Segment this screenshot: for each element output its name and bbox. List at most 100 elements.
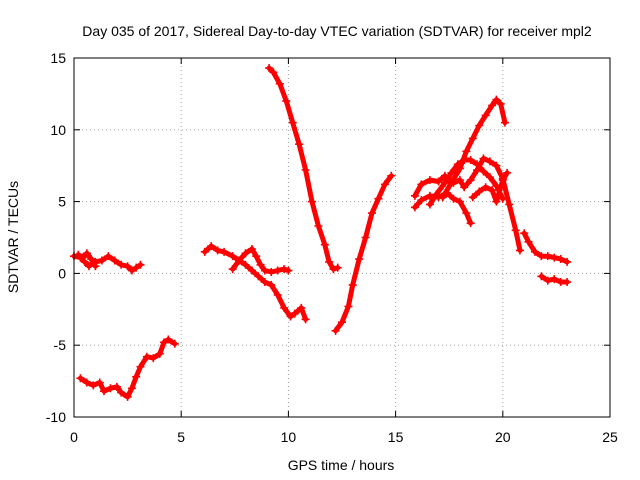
y-tick-label: 15 [50, 50, 66, 66]
x-tick-label: 20 [495, 429, 511, 445]
data-point [136, 260, 145, 269]
data-point [269, 68, 278, 77]
data-point [473, 160, 482, 169]
x-tick-label: 10 [281, 429, 297, 445]
data-point [511, 226, 520, 235]
data-point [432, 190, 441, 199]
data-point [132, 372, 141, 381]
data-point [284, 266, 293, 275]
grid [74, 58, 610, 417]
series-arc-12 [468, 168, 512, 206]
series-arc-5 [228, 244, 293, 276]
data-point [355, 255, 364, 264]
data-point [481, 111, 490, 120]
series-line [333, 173, 394, 334]
series-arc-3 [76, 335, 179, 401]
data-point [260, 266, 269, 275]
data-point [520, 229, 529, 238]
data-point [485, 157, 494, 166]
data-point [481, 183, 490, 192]
data-point [425, 176, 434, 185]
data-point [106, 384, 115, 393]
data-point [530, 247, 539, 256]
data-point [170, 339, 179, 348]
data-point [267, 280, 276, 289]
data-point [475, 121, 484, 130]
data-point [455, 164, 464, 173]
data-point [155, 349, 164, 358]
data-point [374, 194, 383, 203]
data-point [275, 79, 284, 88]
data-point [492, 161, 501, 170]
data-point [301, 315, 310, 324]
data-point [112, 382, 121, 391]
data-point [132, 263, 141, 272]
data-point [485, 173, 494, 182]
data-point [117, 388, 126, 397]
y-tick-label: 10 [50, 122, 66, 138]
data-point [498, 176, 507, 185]
data-point [488, 186, 497, 195]
data-point [468, 134, 477, 143]
data-point [100, 387, 109, 396]
data-point [488, 101, 497, 110]
y-axis-label: SDTVAR / TECUs [5, 181, 21, 293]
data-point [136, 362, 145, 371]
data-point [361, 233, 370, 242]
data-point [563, 278, 572, 287]
data-point [247, 266, 256, 275]
data-point [288, 118, 297, 127]
data-point [455, 176, 464, 185]
data-point [76, 374, 85, 383]
data-point [479, 167, 488, 176]
data-point [503, 168, 512, 177]
data-point [455, 197, 464, 206]
data-point [256, 260, 265, 269]
data-point [301, 166, 310, 175]
series-arc-8 [410, 154, 524, 255]
data-point [213, 246, 222, 255]
y-tick-label: -5 [54, 337, 67, 353]
data-point [500, 118, 509, 127]
data-series [70, 64, 572, 401]
series-arc-14 [537, 272, 572, 287]
x-tick-label: 25 [602, 429, 618, 445]
data-point [110, 256, 119, 265]
data-point [260, 278, 269, 287]
data-point [220, 247, 229, 256]
data-point [82, 378, 91, 387]
data-point [468, 193, 477, 202]
series-arc-7 [331, 171, 396, 335]
data-point [524, 237, 533, 246]
data-point [438, 193, 447, 202]
data-point [82, 249, 91, 258]
data-point [333, 263, 342, 272]
data-point [280, 303, 289, 312]
data-point [462, 209, 471, 218]
y-tick-label: -10 [46, 409, 66, 425]
data-point [200, 247, 209, 256]
data-point [543, 276, 552, 285]
x-tick-label: 0 [70, 429, 78, 445]
data-point [123, 262, 132, 271]
data-point [325, 257, 334, 266]
data-point [290, 309, 299, 318]
data-point [498, 194, 507, 203]
data-point [320, 240, 329, 249]
data-point [95, 378, 104, 387]
data-point [425, 200, 434, 209]
data-point [460, 183, 469, 192]
data-point [466, 219, 475, 228]
data-point [466, 155, 475, 164]
series-arc-13 [520, 229, 572, 266]
data-point [89, 381, 98, 390]
data-point [368, 209, 377, 218]
data-point [447, 178, 456, 187]
data-point [228, 265, 237, 274]
x-tick-label: 5 [177, 429, 185, 445]
data-point [91, 262, 100, 271]
data-point [449, 194, 458, 203]
data-point [297, 303, 306, 312]
data-point [475, 187, 484, 196]
plot-background [74, 58, 610, 417]
